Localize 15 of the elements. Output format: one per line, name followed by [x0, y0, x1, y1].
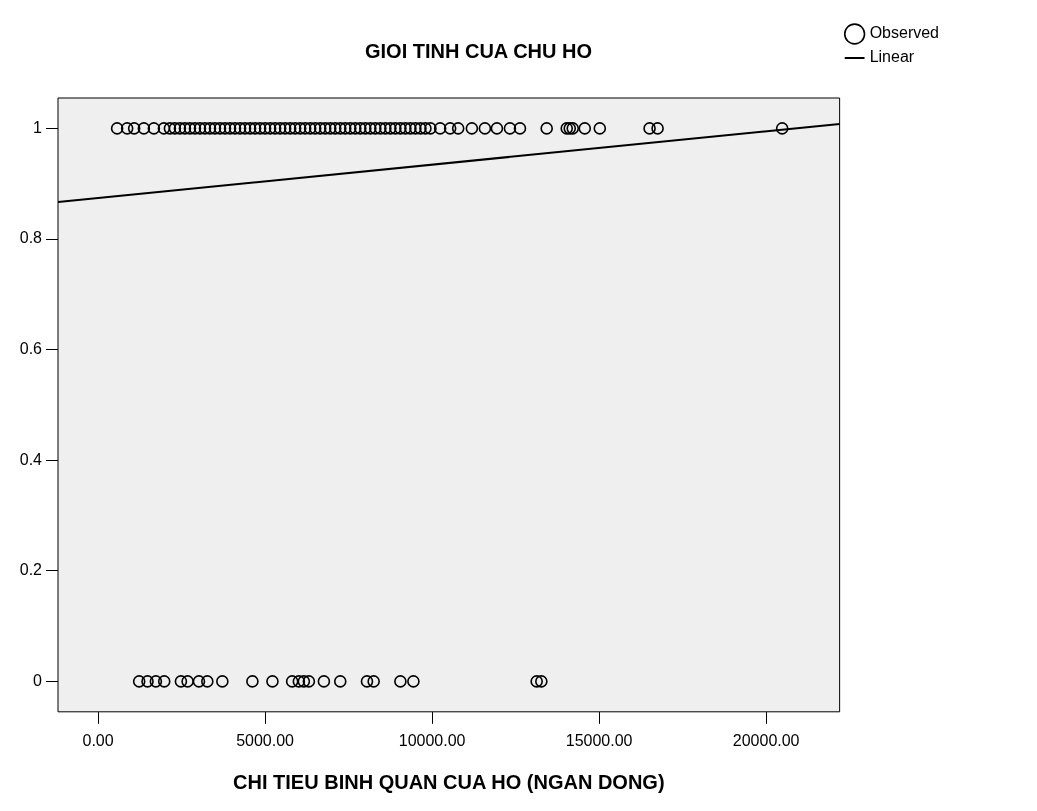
- y-tick-label: 0.4: [19, 450, 43, 468]
- y-tick-label: 0: [33, 671, 43, 689]
- y-tick-label: 0.8: [19, 229, 43, 247]
- x-tick-label: 0.00: [82, 731, 114, 749]
- x-tick-label: 15000.00: [565, 731, 633, 749]
- x-tick-label: 5000.00: [236, 731, 295, 749]
- legend-label: Linear: [869, 48, 915, 66]
- y-tick-label: 0.6: [19, 340, 43, 358]
- x-axis-title: CHI TIEU BINH QUAN CUA HO (NGAN DONG): [233, 770, 665, 793]
- y-tick-label: 1: [33, 118, 43, 136]
- y-tick-label: 0.2: [19, 561, 43, 579]
- legend-label: Observed: [869, 24, 940, 42]
- chart-title: GIOI TINH CUA CHU HO: [364, 39, 593, 62]
- x-tick-label: 20000.00: [732, 731, 800, 749]
- x-tick-label: 10000.00: [398, 731, 466, 749]
